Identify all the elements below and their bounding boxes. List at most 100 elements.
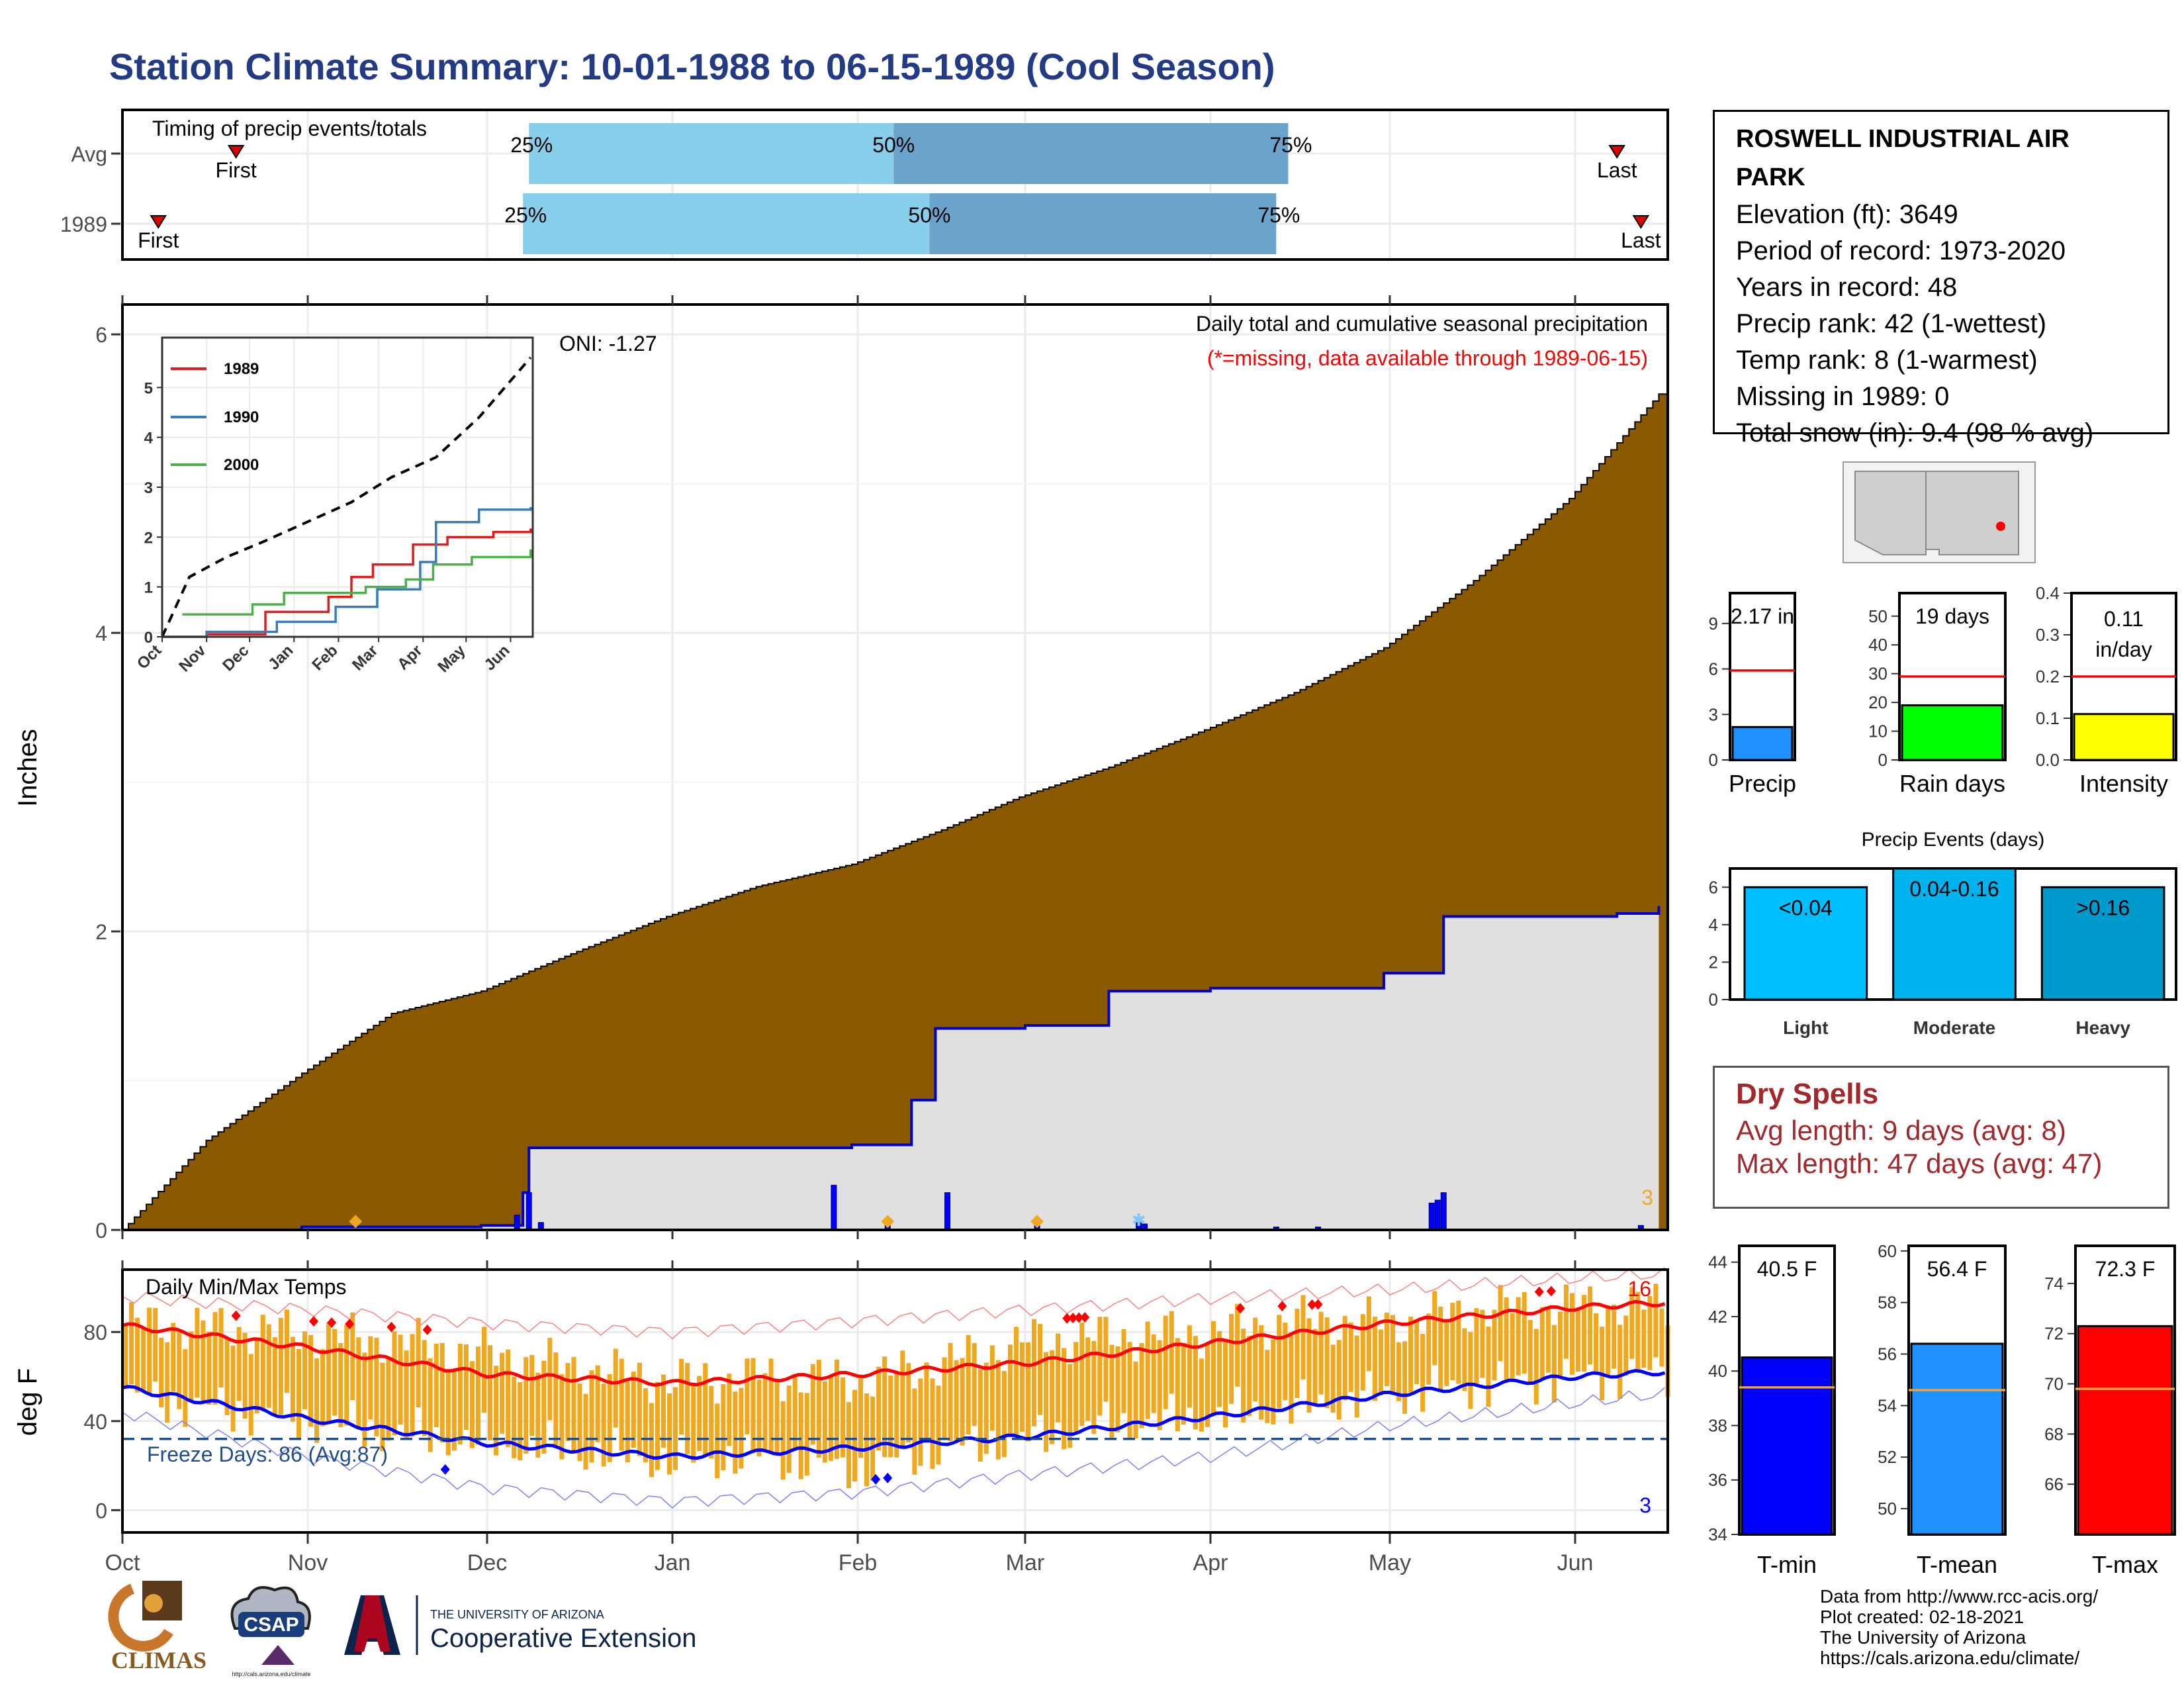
daily-temp-bar <box>619 1358 624 1451</box>
events-bar <box>1743 886 1868 1001</box>
daily-temp-bar <box>1498 1285 1503 1362</box>
daily-temp-bar <box>529 1354 535 1436</box>
summary-value-label: 19 days <box>1915 604 1989 628</box>
summary-y-tick-label: 40 <box>1708 1361 1727 1381</box>
daily-temp-bar <box>1163 1315 1168 1409</box>
daily-temp-bar <box>900 1350 905 1450</box>
daily-temp-bar <box>457 1344 463 1445</box>
csap-logo: CSAP http://cals.arizona.edu/climate <box>230 1586 311 1677</box>
inset-y-tick-label: 2 <box>144 529 153 547</box>
daily-temp-bar <box>1324 1317 1330 1409</box>
events-y-tick-label: 2 <box>1709 952 1718 972</box>
daily-temp-bar <box>201 1320 206 1401</box>
daily-temp-bar <box>972 1342 977 1427</box>
record-high-marker <box>231 1310 241 1321</box>
summary-y-tick-label: 30 <box>1868 664 1888 684</box>
daily-temp-bar <box>1522 1291 1527 1374</box>
daily-temp-bar <box>1265 1350 1270 1423</box>
dry-spells-avg: Avg length: 9 days (avg: 8) <box>1736 1115 2066 1146</box>
daily-temp-bar <box>1283 1323 1288 1401</box>
credits: Data from http://www.rcc-acis.org/ Plot … <box>1820 1586 2098 1668</box>
daily-temp-bar <box>727 1374 732 1446</box>
page-title: Station Climate Summary: 10-01-1988 to 0… <box>109 46 1275 87</box>
daily-temp-bar <box>1235 1303 1240 1387</box>
record-high-trace <box>122 1267 1665 1340</box>
summary-category-label: Intensity <box>2079 770 2168 797</box>
daily-temp-bar <box>1635 1291 1641 1370</box>
daily-temp-bar <box>655 1382 660 1470</box>
daily-temp-bar <box>1623 1315 1629 1376</box>
summary-y-tick-label: 56 <box>1878 1344 1897 1364</box>
summary-value-bar <box>1910 1342 2004 1536</box>
daily-precip-bar <box>1440 1192 1447 1231</box>
station-info-line: Missing in 1989: 0 <box>1736 382 1950 411</box>
daily-temp-bar <box>212 1312 218 1405</box>
summary-y-tick-label: 58 <box>1878 1293 1897 1313</box>
location-map <box>1843 461 2036 563</box>
daily-temp-bar <box>422 1340 427 1436</box>
temp-panel-title: Daily Min/Max Temps <box>146 1275 346 1299</box>
credit-line: Data from http://www.rcc-acis.org/ <box>1820 1586 2099 1607</box>
first-label: First <box>216 158 257 182</box>
record-high-marker <box>1313 1299 1323 1310</box>
daily-temp-bar <box>918 1378 923 1466</box>
daily-temp-bar <box>948 1342 953 1442</box>
daily-temp-bar <box>786 1385 792 1473</box>
summary-y-tick-label: 0.1 <box>2036 708 2060 728</box>
daily-temp-bar <box>1594 1313 1599 1374</box>
daily-temp-bar <box>177 1331 182 1409</box>
daily-temp-bar <box>392 1331 397 1436</box>
last-label: Last <box>1621 228 1661 252</box>
daily-temp-bar <box>380 1362 385 1452</box>
station-info-line: Total snow (in): 9.4 (98 % avg) <box>1736 418 2094 447</box>
daily-temp-bar <box>153 1307 158 1382</box>
record-high-marker <box>1074 1312 1084 1323</box>
daily-temp-bar <box>1289 1332 1294 1424</box>
daily-temp-bar <box>1545 1306 1551 1373</box>
record-high-marker <box>1062 1313 1072 1324</box>
daily-temp-bar <box>1151 1334 1156 1413</box>
daily-temp-bar <box>1366 1296 1371 1372</box>
x-tick-label: Jun <box>1557 1550 1594 1575</box>
average-precip-area <box>122 906 1659 1230</box>
daily-temp-bar <box>852 1389 858 1482</box>
daily-temp-bar <box>1402 1341 1408 1414</box>
q50-label: 50% <box>872 133 915 157</box>
x-tick-label: Oct <box>105 1550 140 1575</box>
daily-temp-bar <box>189 1331 194 1400</box>
daily-temp-bar <box>1396 1342 1402 1401</box>
summary-value-bar <box>2073 713 2175 761</box>
summary-value-label: 0.11 <box>2104 607 2144 631</box>
daily-temp-bar <box>798 1392 803 1479</box>
daily-temp-bar <box>218 1308 224 1388</box>
daily-precip-bar <box>525 1192 532 1231</box>
daily-temp-bar <box>1085 1337 1091 1421</box>
daily-temp-bar <box>1516 1297 1521 1376</box>
daily-temp-bar <box>601 1383 606 1467</box>
y-axis-label: deg F <box>13 1368 42 1436</box>
daily-temp-bar <box>224 1336 230 1415</box>
summary-y-tick-label: 40 <box>1868 635 1888 655</box>
last-label: Last <box>1597 158 1637 182</box>
daily-temp-bar <box>290 1336 295 1422</box>
inset-series-line <box>182 549 532 616</box>
date-axis: Oct Nov Dec Jan Feb Mar Apr May Jun <box>105 295 1594 1575</box>
daily-temp-bar <box>1001 1371 1007 1458</box>
csap-url: http://cals.arizona.edu/climate <box>232 1671 310 1677</box>
daily-temp-bar <box>810 1364 815 1445</box>
inset-series-line <box>162 528 532 638</box>
daily-temp-bar <box>1223 1338 1228 1428</box>
daily-temp-bar <box>1438 1306 1443 1391</box>
summary-y-tick-label: 34 <box>1708 1524 1727 1544</box>
daily-temp-bar <box>242 1333 248 1419</box>
daily-temp-bar <box>433 1343 439 1428</box>
summary-value-label: 72.3 F <box>2095 1257 2156 1281</box>
daily-temp-bar <box>1342 1316 1347 1401</box>
daily-temp-bar <box>344 1325 349 1426</box>
daily-temp-bar <box>1109 1344 1115 1440</box>
daily-temp-bar <box>577 1383 582 1462</box>
last-event-marker <box>1608 145 1626 159</box>
precip-event-marker: ◆ <box>881 1210 894 1230</box>
daily-precip-bar <box>944 1192 951 1231</box>
station-name: ROSWELL INDUSTRIAL AIR PARK <box>1736 125 2070 191</box>
